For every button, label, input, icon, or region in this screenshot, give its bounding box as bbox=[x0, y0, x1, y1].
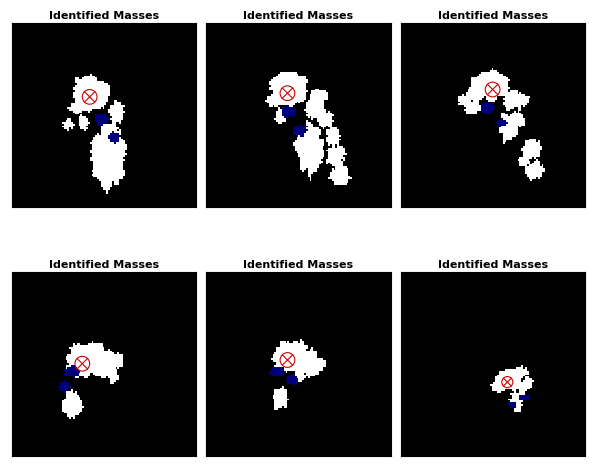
Title: Identified Masses: Identified Masses bbox=[50, 11, 159, 21]
Title: Identified Masses: Identified Masses bbox=[438, 11, 547, 21]
Title: Identified Masses: Identified Masses bbox=[50, 259, 159, 270]
Title: Identified Masses: Identified Masses bbox=[438, 259, 547, 270]
Title: Identified Masses: Identified Masses bbox=[244, 259, 353, 270]
Title: Identified Masses: Identified Masses bbox=[244, 11, 353, 21]
